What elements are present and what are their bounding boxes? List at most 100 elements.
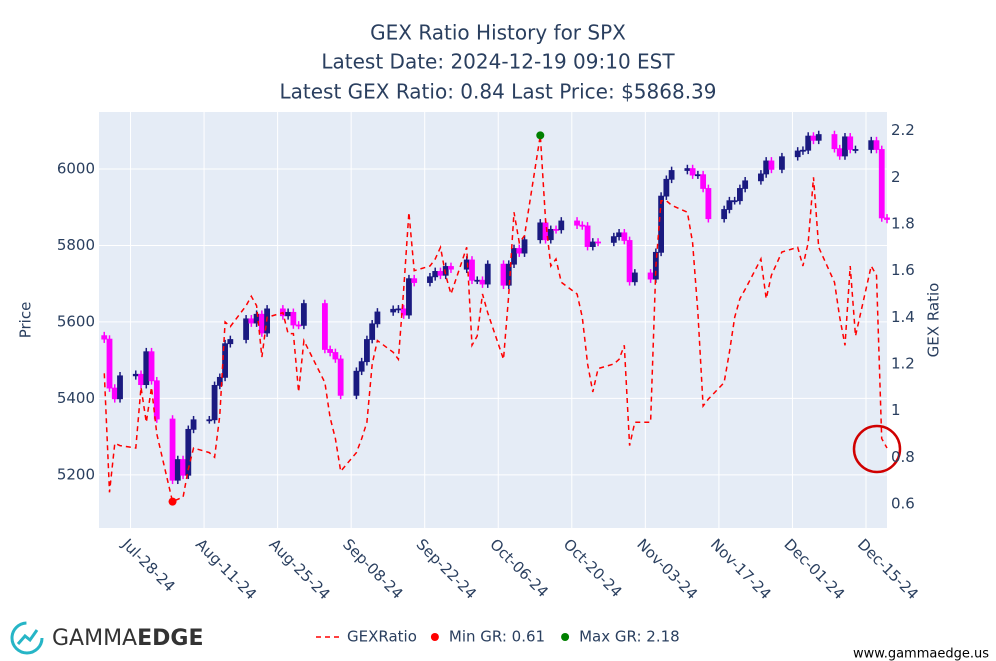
candle-body — [779, 156, 785, 170]
candle-body — [185, 428, 192, 476]
candle-body — [111, 387, 118, 400]
candle-body — [737, 188, 743, 202]
logo-light: GAMMA — [52, 626, 137, 651]
candle-body — [684, 168, 691, 171]
candle-body — [132, 373, 139, 377]
candle-body — [579, 224, 586, 227]
candle-body — [794, 150, 801, 158]
candle-body — [101, 335, 108, 340]
y-tick-label: 6000 — [57, 159, 95, 177]
candle-body — [873, 140, 880, 150]
candle-body — [500, 263, 507, 286]
candle-body — [206, 419, 213, 422]
candle-body — [668, 170, 675, 180]
legend-label: Min GR: 0.61 — [449, 628, 545, 646]
candle-body — [805, 135, 812, 151]
candle-body — [878, 149, 885, 219]
candle-body — [726, 200, 733, 210]
candle-body — [285, 311, 292, 317]
candle-body — [584, 225, 591, 247]
candle-body — [505, 263, 512, 286]
candle-body — [427, 276, 433, 283]
candle-body — [390, 308, 397, 313]
candle-body — [138, 373, 144, 386]
candle-body — [836, 148, 843, 157]
logo-icon — [16, 629, 39, 645]
candle-body — [595, 241, 601, 244]
chart-subtitle: Latest Date: 2024-12-19 09:10 EST — [321, 50, 675, 74]
candle-body — [358, 361, 365, 372]
highlight-circle — [852, 424, 902, 474]
candle-body — [374, 311, 381, 325]
y2-axis-title: GEX Ratio — [925, 283, 943, 358]
candle-body — [700, 174, 707, 189]
y2-tick-label: 1.4 — [891, 308, 915, 326]
candle-body — [469, 259, 475, 281]
candle-body — [248, 318, 255, 324]
x-tick-label: Oct-20-24 — [560, 535, 626, 601]
candle-body — [222, 343, 228, 378]
chart-title: GEX Ratio History for SPX — [370, 21, 626, 45]
chart-subtitle: Latest GEX Ratio: 0.84 Last Price: $5868… — [279, 80, 716, 104]
candle-body — [558, 220, 565, 231]
candle-body — [484, 263, 491, 285]
candle-body — [547, 228, 554, 241]
candle-body — [516, 248, 523, 254]
candle-body — [479, 279, 486, 285]
candle-body — [353, 370, 360, 396]
candle-body — [117, 375, 123, 400]
y2-tick-label: 1.6 — [891, 261, 915, 279]
candle-body — [190, 419, 197, 430]
y-tick-label: 5200 — [57, 465, 95, 483]
candle-body — [521, 239, 528, 254]
candle-body — [847, 136, 854, 150]
x-tick-label: Sep-22-24 — [413, 535, 480, 602]
plot-area — [99, 112, 887, 528]
candle-body — [815, 134, 822, 141]
x-tick-label: Nov-17-24 — [707, 535, 775, 603]
candle-body — [227, 339, 234, 345]
candle-body — [290, 311, 297, 326]
candle-body — [831, 134, 838, 150]
candle-body — [474, 279, 481, 282]
candle-body — [705, 188, 712, 220]
candle-body — [106, 338, 113, 389]
y-tick-label: 5400 — [57, 389, 95, 407]
candle-body — [258, 313, 265, 334]
candle-body — [689, 168, 696, 176]
candle-body — [758, 173, 764, 182]
candle-body — [574, 220, 580, 226]
candle-body — [663, 178, 670, 197]
marker-point — [168, 497, 177, 506]
candle-body — [174, 459, 181, 481]
candle-body — [621, 232, 628, 241]
y-axis-title: Price — [17, 302, 35, 339]
candle-body — [243, 318, 249, 340]
candle-body — [589, 241, 596, 247]
y2-tick-label: 0.6 — [891, 494, 915, 512]
legend-label: GEXRatio — [347, 628, 417, 646]
candle-body — [364, 339, 370, 363]
candle-body — [448, 266, 454, 270]
candle-body — [216, 376, 223, 386]
marker-point — [536, 131, 545, 140]
candle-body — [694, 174, 701, 177]
candle-body — [884, 217, 890, 220]
y-tick-label: 5600 — [57, 312, 95, 330]
y2-tick-label: 1.8 — [891, 214, 915, 232]
y2-tick-label: 0.8 — [891, 448, 915, 466]
x-tick-label: Sep-08-24 — [339, 535, 406, 602]
candle-body — [868, 140, 875, 150]
x-tick-label: Jul-28-24 — [118, 535, 179, 596]
candle-body — [148, 351, 155, 382]
y-tick-label: 5800 — [57, 236, 95, 254]
candle-body — [731, 200, 738, 203]
candle-body — [511, 248, 517, 265]
logo-bold: EDGE — [137, 626, 203, 651]
x-tick-label: Nov-03-24 — [633, 535, 701, 603]
y2-tick-label: 1.2 — [891, 354, 915, 372]
candle-body — [369, 323, 376, 340]
x-tick-label: Oct-06-24 — [486, 535, 552, 601]
legend-swatch — [430, 633, 439, 641]
